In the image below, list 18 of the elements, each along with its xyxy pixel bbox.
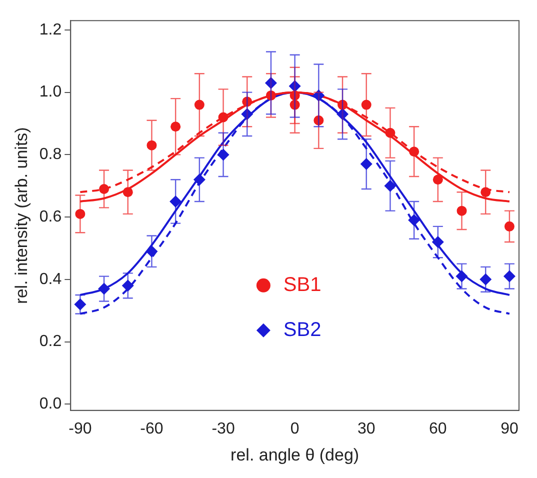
legend-label: SB2 (283, 318, 322, 341)
y-tick-label: 0.4 (39, 270, 62, 288)
y-tick-label: 0.2 (39, 333, 62, 350)
x-tick-label: 90 (500, 420, 518, 438)
x-tick-label: 0 (290, 420, 300, 438)
y-tick-label: 1.2 (39, 21, 62, 38)
y-tick-label: 0.8 (39, 146, 62, 164)
x-tick-label: 30 (357, 420, 376, 438)
x-tick-label: -90 (68, 420, 92, 438)
x-tick-label: -60 (140, 420, 164, 438)
y-tick-label: 0.6 (39, 208, 62, 226)
x-tick-label: 60 (429, 420, 447, 438)
legend-label: SB1 (283, 274, 322, 296)
x-tick-label: -30 (212, 420, 235, 438)
y-tick-label: 0.0 (39, 396, 62, 413)
y-axis-title: rel. intensity (arb. units) (12, 127, 31, 304)
x-axis-title: rel. angle θ (deg) (230, 445, 360, 464)
y-tick-label: 1.0 (39, 84, 62, 101)
